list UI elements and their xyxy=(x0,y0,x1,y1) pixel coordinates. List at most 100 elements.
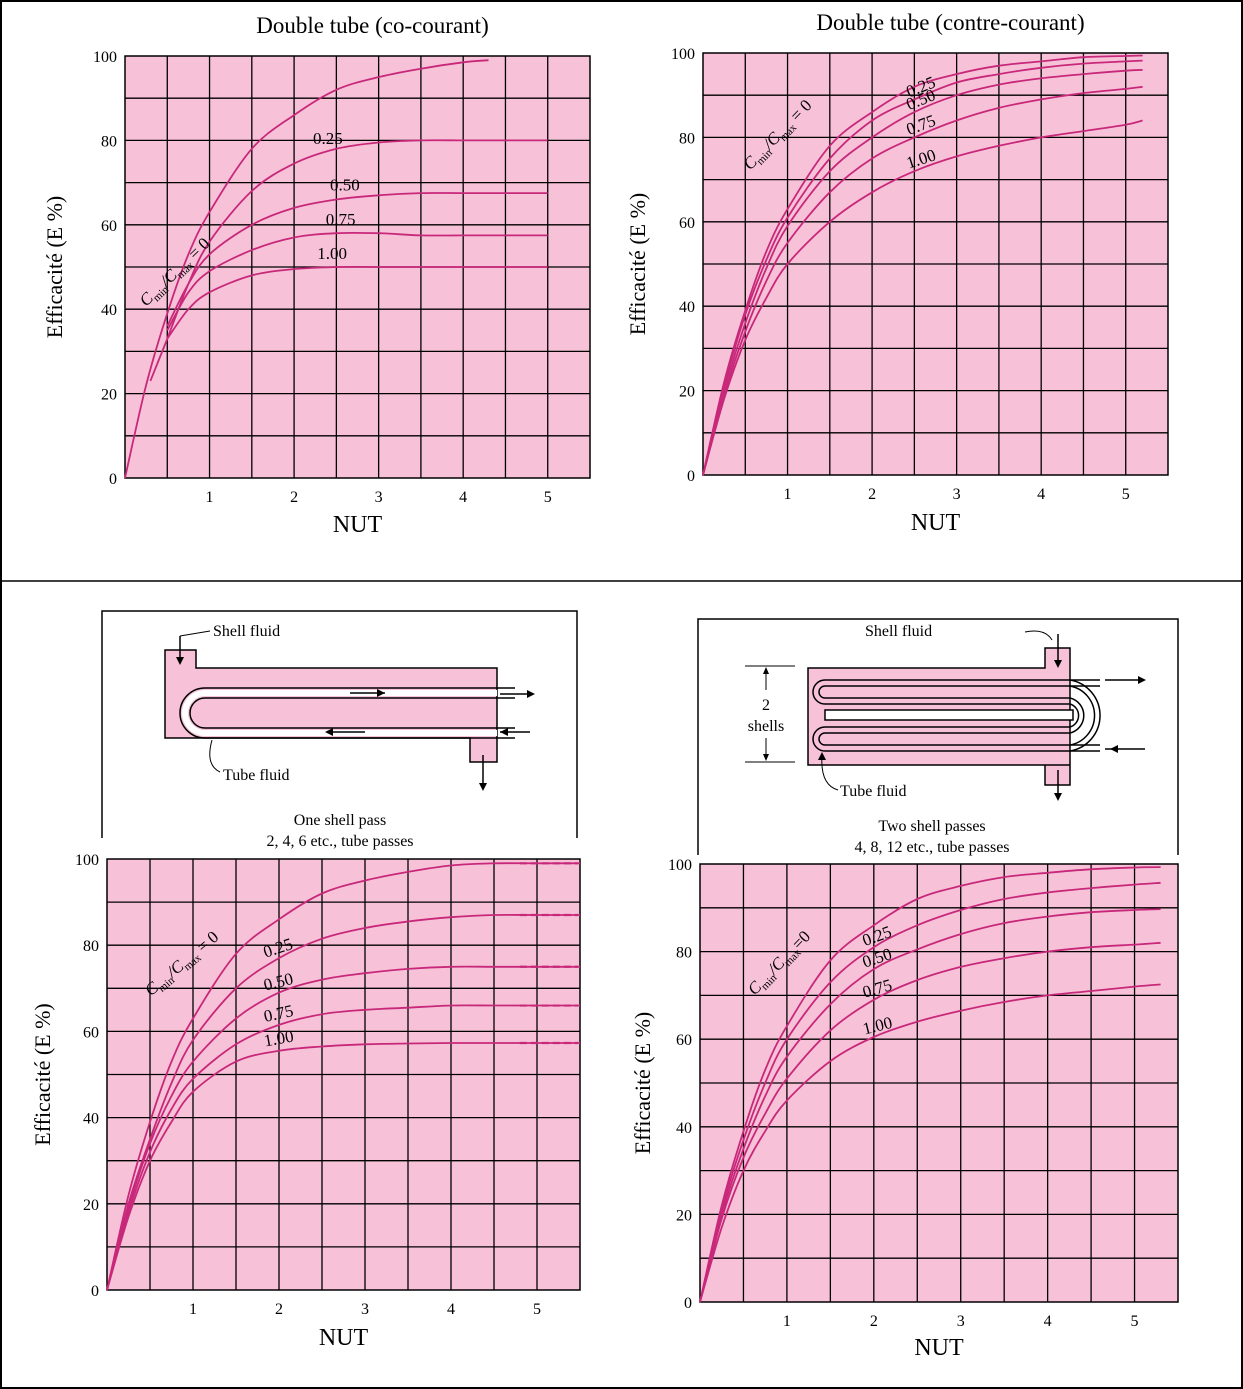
x-tick-label: 3 xyxy=(375,489,383,506)
series-line-0.50 xyxy=(699,908,1161,1303)
y-tick-label: 0 xyxy=(91,1283,99,1300)
plot-frame xyxy=(699,863,1179,1303)
y-tick-label: 20 xyxy=(101,387,117,404)
y-tick-label: 40 xyxy=(676,1120,692,1137)
series-line-0 xyxy=(124,59,489,479)
y-tick-label: 80 xyxy=(101,133,117,150)
y-tick-label: 0 xyxy=(109,471,117,488)
caption-line2-2: 4, 8, 12 etc., tube passes xyxy=(854,839,1009,856)
u-tube-inner xyxy=(189,697,515,729)
dim-arrow-down-head xyxy=(763,754,769,761)
x-tick-label: 2 xyxy=(870,1313,878,1330)
tube-fluid-label: Tube fluid xyxy=(223,767,290,784)
diagram-two-shell-frame xyxy=(697,618,1179,855)
series-line-0.75 xyxy=(702,85,1143,476)
y-tick-label: 80 xyxy=(679,130,695,147)
y-tick-label: 100 xyxy=(93,49,117,66)
y-tick-label: 0 xyxy=(687,468,695,485)
y-tick-label: 80 xyxy=(676,945,692,962)
x-tick-label: 4 xyxy=(459,489,467,506)
x-axis-label: NUT xyxy=(914,1335,964,1361)
series-line-1.00 xyxy=(702,119,1143,476)
series-line-1.00 xyxy=(699,983,1161,1303)
series-line-0.50 xyxy=(166,192,548,327)
diagram-two-shell: Shell fluid Tube fluid 2 shells Two shel… xyxy=(697,618,1179,856)
x-tick-label: 5 xyxy=(533,1301,541,1318)
shell-out-arrow-head xyxy=(479,783,487,791)
series-line-0.25 xyxy=(702,59,1143,476)
y-axis-label: Efficacité (E %) xyxy=(630,1012,655,1155)
shell-in-arrow-head xyxy=(176,657,184,665)
curve-label-0.75: 0.75 xyxy=(326,210,356,229)
shells-label: shells xyxy=(748,718,784,735)
x-tick-label: 5 xyxy=(544,489,552,506)
x-tick-label: 3 xyxy=(361,1301,369,1318)
series-line-0.50 xyxy=(106,965,580,1291)
u-tube-fill xyxy=(182,690,497,736)
x-axis-label: NUT xyxy=(319,1325,369,1351)
curve-label-1.00: 1.00 xyxy=(262,1027,295,1051)
diagram-one-shell-frame xyxy=(101,610,578,838)
plot-frame xyxy=(124,55,591,479)
caption-line2: 2, 4, 6 etc., tube passes xyxy=(266,833,413,850)
caption-line1: One shell pass xyxy=(294,812,386,829)
chart-two-shell-passes: Cmin/Cmax=0 0.250.500.751.001 2 3 4 502040608… xyxy=(630,857,1179,1361)
y-axis-label: Efficacité (E %) xyxy=(625,193,650,336)
curve-label-0.50: 0.50 xyxy=(330,176,360,195)
curve-label-0.25: 0.25 xyxy=(313,129,343,148)
x-tick-label: 1 xyxy=(206,489,214,506)
y-tick-label: 60 xyxy=(679,215,695,232)
x-tick-label: 5 xyxy=(1122,486,1130,503)
y-tick-label: 40 xyxy=(83,1111,99,1128)
u-tube-bottom-inner xyxy=(818,732,1100,746)
tube-out-arrow-head xyxy=(527,690,535,698)
flow-arrow-right-head xyxy=(377,689,385,697)
series-line-1.00 xyxy=(106,1042,580,1291)
x-tick-label: 2 xyxy=(275,1301,283,1318)
shell-in-leader xyxy=(179,630,211,637)
tube-out-arrow-2-head xyxy=(1138,676,1146,684)
caption-line1-2: Two shell passes xyxy=(878,818,985,835)
x-axis-label: NUT xyxy=(911,510,961,536)
flow-arrow-left-head xyxy=(325,728,333,736)
y-tick-label: 20 xyxy=(676,1207,692,1224)
series-line-0 xyxy=(699,866,1161,1303)
series-line-0 xyxy=(106,862,580,1291)
shell-in-leader-2 xyxy=(1024,630,1053,641)
tube-fluid-label-2: Tube fluid xyxy=(840,783,907,800)
x-axis-label: NUT xyxy=(333,512,383,538)
x-tick-label: 4 xyxy=(447,1301,455,1318)
y-tick-label: 60 xyxy=(101,218,117,235)
chart-one-shell-pass: Cmin/Cmax = 0 0.250.500.751.001 2 3 4 5020406… xyxy=(30,852,581,1351)
shells-count-label: 2 xyxy=(762,697,770,714)
y-tick-label: 80 xyxy=(83,938,99,955)
shell-out-arrow-2-head xyxy=(1054,793,1062,801)
series-line-0.75 xyxy=(106,1004,580,1291)
x-tick-label: 4 xyxy=(1044,1313,1052,1330)
u-tube-top-outer xyxy=(812,679,1100,705)
chart-cocurrent: Cmin/Cmax = 00.250.500.751.001 2 3 4 5020406… xyxy=(42,13,591,538)
y-tick-label: 100 xyxy=(671,46,695,63)
x-tick-label: 1 xyxy=(783,1313,791,1330)
x-tick-label: 2 xyxy=(290,489,298,506)
plot-frame xyxy=(702,52,1169,476)
shell-body xyxy=(164,649,498,763)
y-tick-label: 60 xyxy=(83,1024,99,1041)
tube-fluid-leader-2-head xyxy=(818,752,826,760)
diagram-one-shell: Shell fluid Tube fluid One shell pass 2,… xyxy=(101,610,578,850)
chart-counterflow: Cmin/Cmax = 00.250.500.751.001 2 3 4 5020406… xyxy=(625,10,1169,536)
chart-title: Double tube (co-courant) xyxy=(256,13,488,38)
y-tick-label: 60 xyxy=(676,1032,692,1049)
plot-frame xyxy=(106,858,581,1291)
x-tick-label: 5 xyxy=(1131,1313,1139,1330)
u-tube-bottom-outer xyxy=(812,726,1100,752)
x-tick-label: 3 xyxy=(953,486,961,503)
y-tick-label: 40 xyxy=(101,302,117,319)
series-line-0.75 xyxy=(699,941,1161,1303)
x-tick-label: 4 xyxy=(1037,486,1045,503)
tube-in-arrow-head xyxy=(500,728,508,736)
curve-label-1.00: 1.00 xyxy=(317,244,347,263)
y-tick-label: 0 xyxy=(684,1295,692,1312)
